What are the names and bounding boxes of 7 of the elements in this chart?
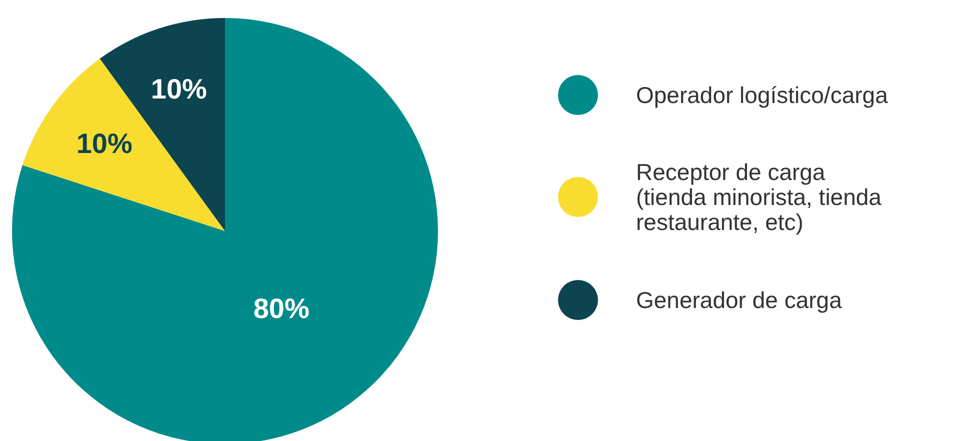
legend-label: Operador logístico/carga [636, 82, 888, 108]
legend-label: Receptor de carga (tienda minorista, tienda restaurante, etc) [636, 159, 882, 235]
pie-slice [22, 58, 225, 231]
legend-label: Generador de carga [636, 287, 842, 313]
data-label: 10% [76, 128, 132, 159]
data-label: 10% [150, 74, 208, 105]
data-label: 80% [253, 293, 310, 324]
